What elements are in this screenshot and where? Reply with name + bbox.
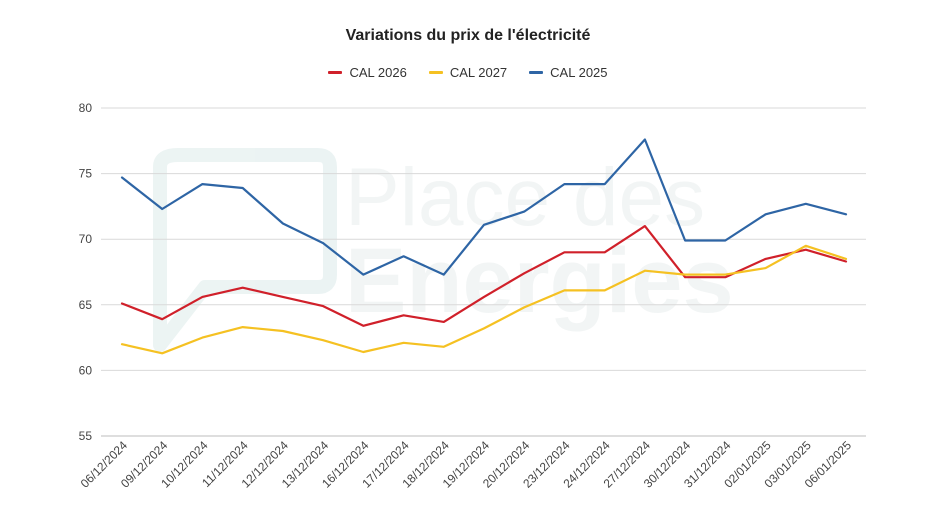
legend-label-cal-2025: CAL 2025	[550, 65, 608, 80]
legend-label-cal-2027: CAL 2027	[449, 65, 508, 80]
watermark-line2: Energies	[345, 230, 734, 332]
legend-swatch-cal-2026	[328, 71, 343, 74]
y-tick-label: 60	[79, 363, 93, 377]
legend-label-cal-2026: CAL 2026	[349, 65, 407, 80]
legend-swatch-cal-2027	[428, 71, 443, 74]
chart-legend: CAL 2026 CAL 2027 CAL 2025	[0, 65, 936, 80]
grid-lines	[101, 107, 866, 437]
series-line-cal-2026	[120, 225, 848, 327]
y-axis-ticks: 55 60 65 70 75 80	[79, 101, 93, 443]
legend-item-cal-2025: CAL 2025	[529, 65, 608, 80]
x-axis-ticks: 06/12/202409/12/202410/12/202411/12/2024…	[78, 438, 855, 491]
y-tick-label: 75	[79, 167, 93, 181]
chart-title: Variations du prix de l'électricité	[345, 27, 591, 44]
legend-item-cal-2026: CAL 2026	[328, 65, 407, 80]
watermark-bubble-icon	[153, 148, 337, 352]
legend-item-cal-2027: CAL 2027	[428, 65, 508, 80]
watermark-logo: Place des Energies	[153, 148, 734, 352]
y-tick-label: 70	[79, 232, 93, 246]
series-line-cal-2027	[120, 244, 848, 355]
legend-swatch-cal-2025	[529, 71, 544, 74]
series-lines	[120, 138, 848, 355]
y-tick-label: 55	[79, 429, 93, 443]
y-tick-label: 80	[79, 101, 93, 115]
y-tick-label: 65	[79, 298, 93, 312]
series-line-cal-2025	[120, 138, 848, 276]
